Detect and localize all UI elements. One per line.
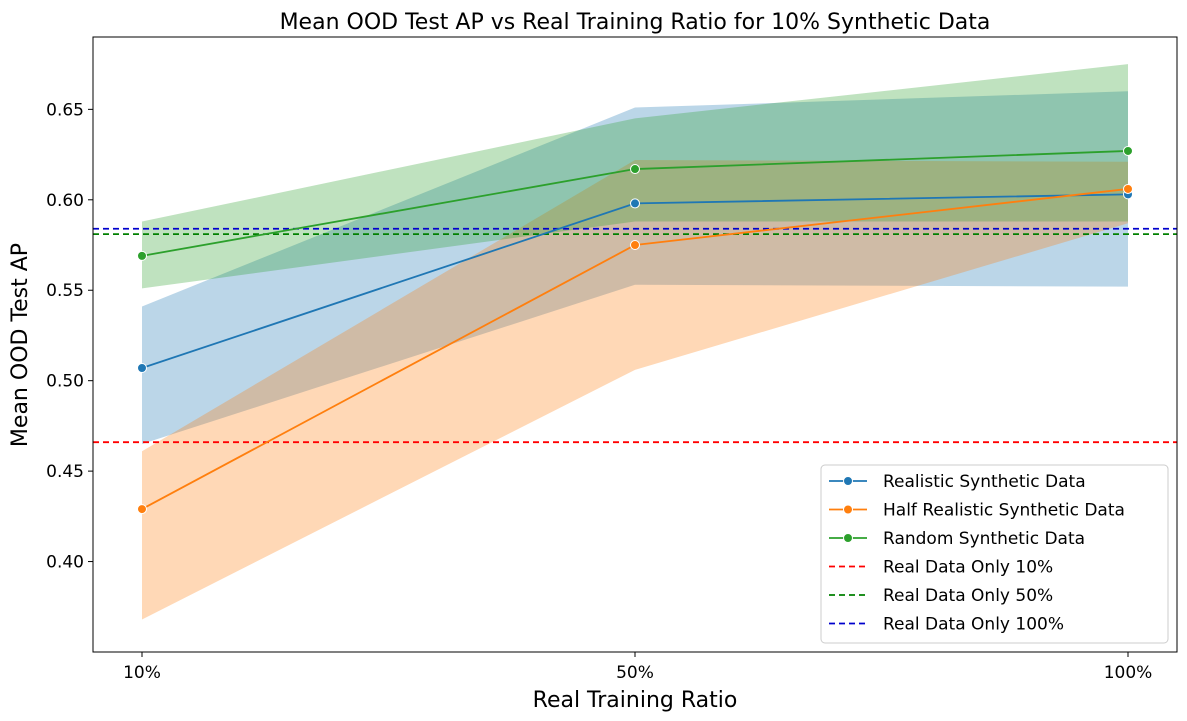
legend-item-real-data-only-100: Real Data Only 100% — [829, 615, 1064, 635]
series-lines — [137, 145, 1133, 515]
y-tick-label: 0.45 — [46, 462, 84, 482]
realistic-synthetic-data-band — [142, 91, 1128, 444]
half-realistic-synthetic-data-point — [137, 504, 147, 515]
half-realistic-synthetic-data-point — [630, 240, 640, 251]
x-tick-label: 50% — [616, 663, 654, 683]
random-synthetic-data-point — [630, 164, 640, 175]
x-tick-label: 100% — [1104, 663, 1153, 683]
legend-item-half-realistic-synthetic-data: Half Realistic Synthetic Data — [829, 501, 1125, 521]
legend-item-real-data-only-50: Real Data Only 50% — [829, 586, 1053, 606]
y-tick-label: 0.65 — [46, 100, 84, 120]
legend-label: Real Data Only 10% — [883, 558, 1053, 578]
legend-marker — [843, 476, 853, 486]
y-axis-label: Mean OOD Test AP — [8, 243, 33, 447]
y-tick-label: 0.40 — [46, 553, 84, 573]
legend-item-random-synthetic-data: Random Synthetic Data — [829, 529, 1085, 549]
legend-label: Real Data Only 50% — [883, 586, 1053, 606]
legend-item-realistic-synthetic-data: Realistic Synthetic Data — [829, 472, 1086, 492]
y-tick-label: 0.60 — [46, 191, 84, 211]
confidence-bands — [142, 64, 1128, 620]
legend-marker — [843, 504, 853, 515]
legend-label: Real Data Only 100% — [883, 615, 1064, 635]
legend-label: Random Synthetic Data — [883, 529, 1085, 549]
chart-title: Mean OOD Test AP vs Real Training Ratio … — [280, 10, 991, 35]
legend-label: Half Realistic Synthetic Data — [883, 501, 1125, 521]
random-synthetic-data-point — [1123, 145, 1133, 156]
random-synthetic-data-point — [137, 250, 147, 261]
half-realistic-synthetic-data-point — [1123, 183, 1133, 194]
x-axis-label: Real Training Ratio — [533, 688, 738, 713]
realistic-synthetic-data-point — [630, 198, 640, 209]
legend-item-real-data-only-10: Real Data Only 10% — [829, 558, 1053, 578]
legend: Realistic Synthetic Data Half Realistic S… — [820, 464, 1169, 644]
y-tick-label: 0.55 — [46, 281, 84, 301]
half-realistic-synthetic-data-band — [142, 160, 1128, 620]
x-axis: 10% 50% 100% — [123, 652, 1152, 683]
legend-marker — [843, 533, 853, 543]
realistic-synthetic-data-point — [137, 363, 147, 374]
random-synthetic-data-band — [142, 64, 1128, 289]
y-tick-label: 0.50 — [46, 372, 84, 392]
legend-box — [820, 464, 1169, 644]
legend-label: Realistic Synthetic Data — [883, 472, 1086, 492]
x-tick-label: 10% — [123, 663, 161, 683]
y-axis: 0.40 0.45 0.50 0.55 0.60 0.65 — [46, 100, 93, 573]
reference-lines — [93, 227, 1177, 444]
